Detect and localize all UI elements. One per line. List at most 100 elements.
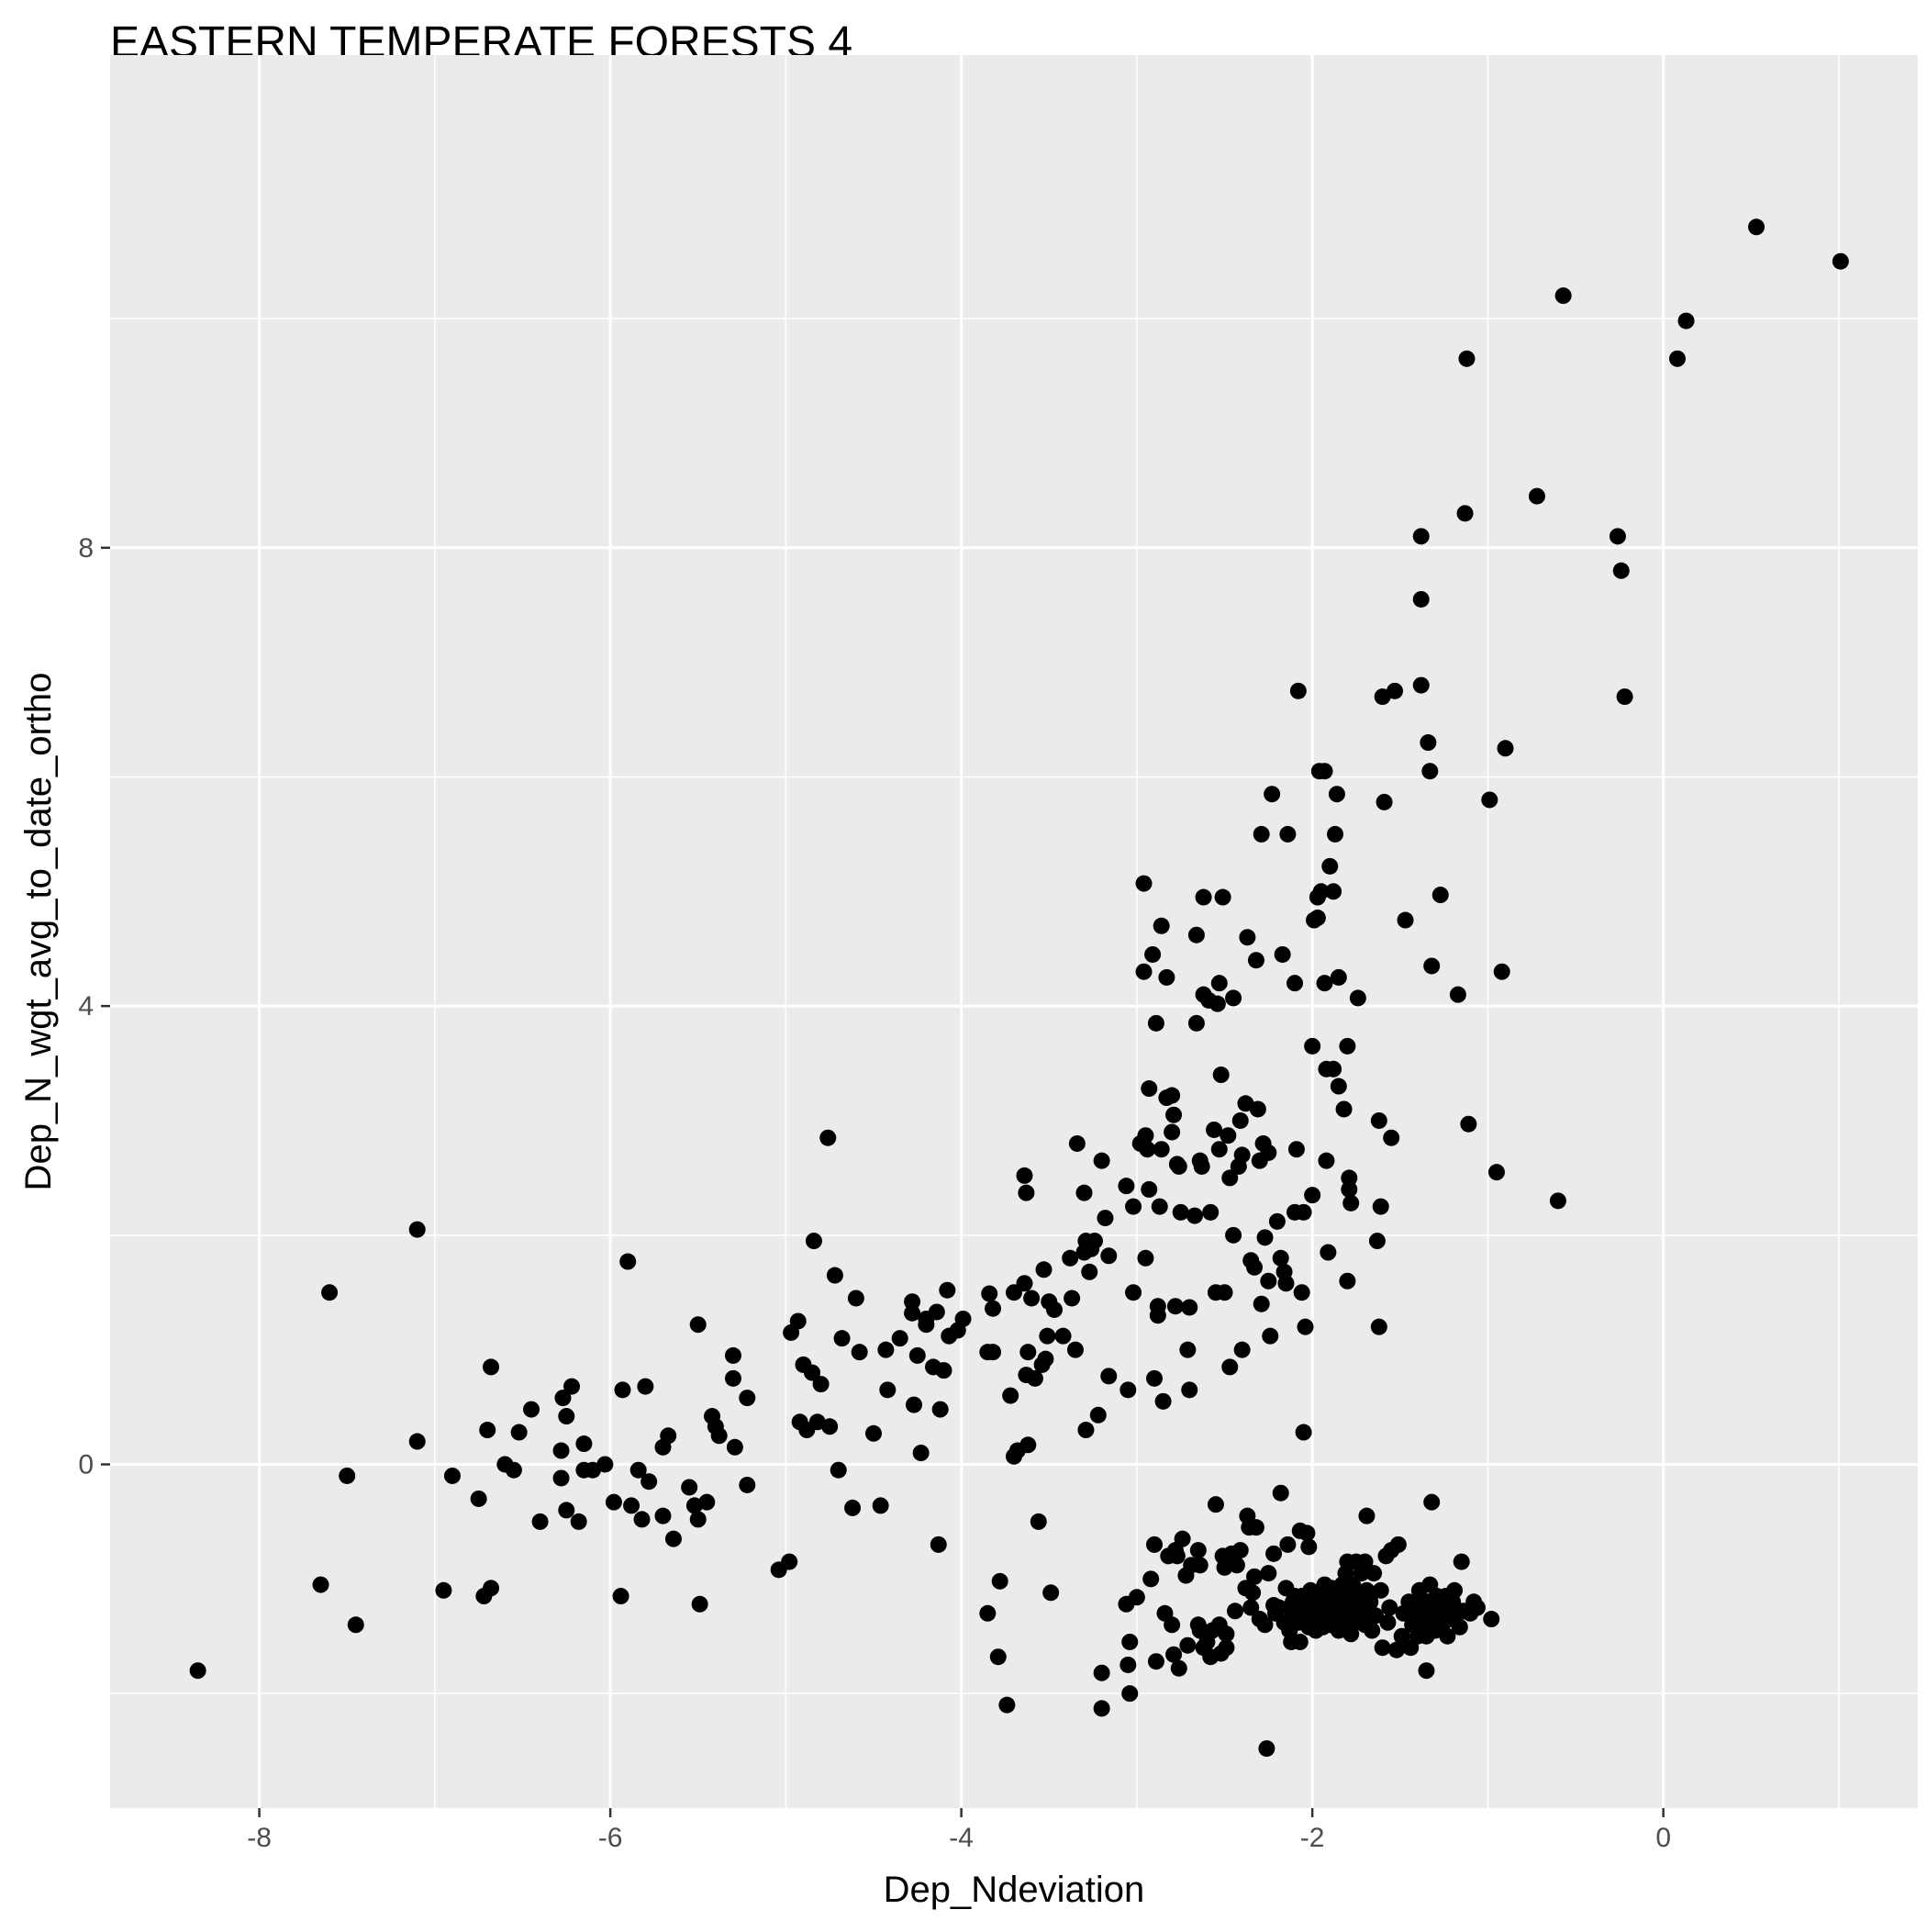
data-point [1387, 682, 1404, 699]
data-point [552, 1469, 570, 1487]
data-point [1330, 968, 1347, 986]
data-point [1335, 1100, 1353, 1118]
data-point [1125, 1198, 1142, 1215]
data-point [1139, 1141, 1156, 1158]
data-point [1458, 350, 1476, 367]
data-point [1367, 1607, 1384, 1625]
data-point [1165, 1646, 1183, 1663]
data-point [1272, 1249, 1289, 1267]
data-point [1226, 1603, 1243, 1620]
data-point [1187, 1014, 1205, 1032]
data-point [1379, 1614, 1397, 1631]
data-point [998, 1696, 1016, 1714]
data-point [1202, 1203, 1220, 1221]
data-point [435, 1581, 452, 1599]
data-point [844, 1499, 862, 1516]
data-point [1212, 1067, 1230, 1084]
data-point [1279, 825, 1297, 843]
data-point [1181, 1381, 1198, 1399]
data-point [981, 1285, 998, 1302]
data-point [1356, 1553, 1374, 1570]
data-point [1210, 1141, 1228, 1158]
data-point [1397, 911, 1414, 929]
data-point [1086, 1233, 1103, 1250]
data-point [1277, 1275, 1295, 1292]
data-point [812, 1376, 830, 1393]
data-point [1181, 1299, 1198, 1316]
data-point [1137, 1127, 1154, 1145]
data-point [939, 1281, 956, 1299]
data-point [1218, 1625, 1235, 1643]
data-point [1179, 1636, 1197, 1654]
data-point [918, 1316, 935, 1334]
data-point [1164, 1616, 1181, 1634]
data-point [1497, 740, 1514, 757]
data-point [1327, 825, 1344, 843]
data-point [1168, 1547, 1186, 1565]
data-point [1187, 926, 1205, 944]
data-point [1249, 1100, 1266, 1118]
data-point [1383, 1129, 1400, 1146]
data-point [1446, 1581, 1464, 1599]
data-point [1146, 1369, 1164, 1387]
data-point [347, 1616, 364, 1634]
data-point [826, 1267, 843, 1284]
data-point [619, 1253, 637, 1270]
data-point [1174, 1530, 1191, 1547]
data-point [1093, 1152, 1110, 1169]
data-point [1075, 1184, 1093, 1201]
data-point [1272, 1484, 1289, 1502]
data-point [1376, 793, 1393, 810]
data-point [1164, 1087, 1181, 1104]
data-point [905, 1396, 922, 1413]
data-point [1170, 1659, 1187, 1677]
data-point [1135, 875, 1153, 892]
major-gridlines [110, 55, 1918, 1808]
data-point [1100, 1247, 1118, 1265]
data-point [724, 1346, 741, 1364]
data-point [1146, 1536, 1164, 1553]
data-point [805, 1233, 822, 1250]
data-point [1019, 1436, 1037, 1454]
data-point [1265, 1545, 1283, 1562]
data-point [1016, 1167, 1033, 1184]
data-point [1304, 1187, 1321, 1204]
data-point [1260, 1565, 1277, 1582]
data-point [1030, 1513, 1047, 1530]
data-point [1260, 1272, 1277, 1290]
data-point [1141, 1080, 1158, 1098]
data-point [1189, 1542, 1207, 1559]
data-point [928, 1303, 945, 1321]
data-point [1142, 1570, 1160, 1588]
data-point [1206, 1121, 1223, 1138]
data-point [1287, 1141, 1305, 1158]
data-point [1221, 1358, 1239, 1376]
data-point [847, 1290, 864, 1307]
data-point [339, 1467, 356, 1484]
data-point [1253, 1295, 1270, 1312]
data-point [912, 1445, 930, 1462]
data-point [1300, 1538, 1318, 1556]
data-point [1214, 888, 1231, 906]
data-point [691, 1595, 708, 1613]
data-point [558, 1408, 575, 1425]
data-point [1228, 1557, 1245, 1574]
data-point [1149, 1298, 1166, 1315]
data-point [1420, 734, 1437, 752]
data-point [1247, 1519, 1264, 1536]
data-point [1147, 1653, 1164, 1670]
data-point [891, 1330, 908, 1347]
data-point [1144, 945, 1162, 963]
minor-gridlines [110, 55, 1918, 1808]
data-point [321, 1284, 339, 1301]
data-point [1246, 1568, 1264, 1585]
data-point [1370, 1318, 1387, 1335]
data-point [1304, 1037, 1321, 1055]
data-point [1166, 1298, 1184, 1315]
data-point [1412, 590, 1430, 608]
data-point [1339, 1037, 1356, 1055]
data-point [1262, 1327, 1279, 1345]
data-point [1231, 1111, 1249, 1129]
data-point [1172, 1203, 1189, 1221]
x-tick-label: -4 [949, 1823, 974, 1853]
